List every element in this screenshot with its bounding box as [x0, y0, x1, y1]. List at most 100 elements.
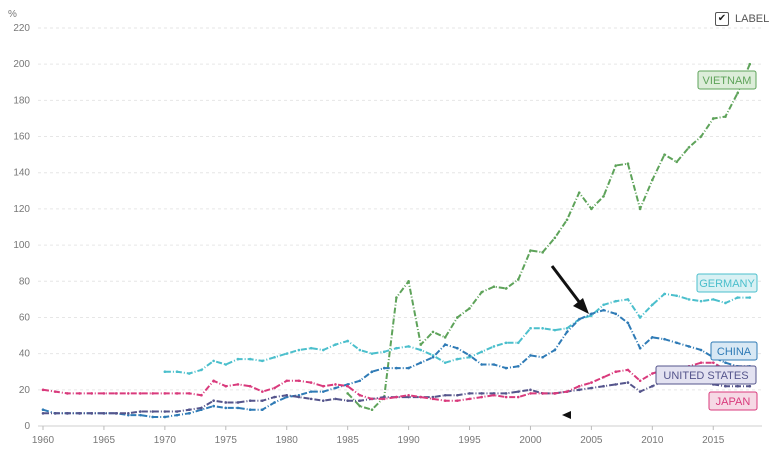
checkbox-icon[interactable]: ✔ — [715, 12, 729, 26]
data-point — [382, 395, 386, 399]
data-point — [321, 399, 325, 402]
data-point — [41, 412, 45, 415]
data-point — [590, 312, 593, 316]
data-point — [443, 336, 447, 339]
data-point — [577, 191, 581, 194]
data-point — [468, 397, 471, 401]
data-point — [504, 341, 508, 345]
data-point — [358, 348, 362, 352]
data-point — [541, 355, 544, 359]
series-label-box — [710, 341, 758, 361]
data-point — [187, 372, 191, 375]
y-tick-label: 80 — [19, 276, 31, 287]
data-point — [529, 388, 532, 392]
data-point — [346, 392, 349, 395]
data-point — [139, 410, 142, 413]
data-point — [78, 412, 81, 415]
x-tick-label: 2010 — [641, 435, 664, 446]
data-point — [602, 303, 605, 307]
series-germany — [163, 292, 752, 375]
data-point — [346, 384, 349, 388]
data-point — [736, 91, 739, 95]
data-point — [102, 412, 106, 415]
data-point — [626, 381, 630, 384]
data-point — [456, 316, 459, 319]
data-point — [53, 412, 57, 415]
data-point — [443, 393, 447, 397]
data-point — [163, 392, 167, 395]
data-point — [614, 164, 618, 167]
data-point — [200, 393, 203, 397]
left-arrow-icon[interactable] — [562, 411, 571, 419]
data-point — [431, 355, 435, 359]
data-point — [443, 361, 447, 364]
mouse-cursor — [550, 265, 589, 314]
data-point — [163, 415, 167, 419]
data-point — [200, 368, 203, 372]
data-point — [395, 346, 398, 350]
data-point — [492, 392, 496, 395]
data-point — [541, 327, 544, 330]
data-point — [492, 285, 496, 289]
data-point — [711, 361, 715, 364]
cursor-arrow-head — [573, 298, 589, 314]
data-point — [285, 393, 289, 397]
data-point — [602, 384, 605, 388]
data-point — [248, 408, 252, 412]
data-point — [212, 399, 215, 402]
x-tick-label: 2005 — [580, 435, 603, 446]
x-tick-label: 1970 — [154, 435, 177, 446]
label-toggle[interactable]: ✔ LABEL — [715, 12, 769, 26]
data-point — [553, 392, 557, 395]
data-point — [224, 384, 228, 388]
data-point — [468, 307, 471, 310]
y-tick-label: 40 — [19, 349, 31, 360]
x-axis: 1960 1965 1970 1975 1980 1985 1990 1995 2000 2005… — [32, 426, 725, 446]
data-point — [309, 390, 313, 393]
data-point — [224, 406, 228, 410]
data-point — [480, 363, 484, 366]
data-point — [407, 279, 410, 283]
data-point — [419, 361, 423, 364]
data-point — [297, 393, 301, 397]
data-point — [236, 401, 240, 404]
data-point — [139, 413, 142, 417]
data-point — [480, 395, 484, 399]
series-label-text: CHINA — [717, 346, 752, 358]
data-point — [687, 298, 691, 301]
data-point — [663, 292, 666, 296]
data-point — [516, 395, 520, 399]
data-point — [273, 386, 276, 390]
label-toggle-text: LABEL — [735, 13, 770, 25]
data-point — [602, 194, 605, 198]
data-point — [175, 413, 179, 417]
data-point — [321, 384, 325, 388]
data-point — [638, 346, 642, 350]
x-tick-label: 1995 — [458, 435, 481, 446]
series-label: UNITED STATES — [655, 365, 757, 385]
data-point — [638, 316, 642, 319]
data-point — [541, 392, 544, 395]
data-point — [102, 392, 106, 395]
data-point — [382, 397, 386, 401]
data-point — [41, 388, 45, 392]
data-point — [529, 327, 532, 330]
data-point — [480, 290, 484, 294]
y-tick-label: 160 — [13, 132, 30, 143]
data-point — [431, 330, 435, 334]
series-label-text: GERMANY — [699, 278, 755, 290]
series-label-box — [697, 70, 757, 90]
data-point — [492, 393, 496, 397]
data-point — [724, 384, 727, 388]
data-point — [529, 354, 532, 357]
data-point — [261, 399, 264, 402]
data-point — [468, 355, 471, 359]
series-label-text: JAPAN — [716, 396, 751, 408]
series-label: JAPAN — [708, 391, 758, 411]
data-point — [638, 379, 642, 383]
data-point — [516, 390, 520, 393]
y-tick-label: 140 — [13, 168, 30, 179]
data-point — [419, 343, 423, 346]
data-point — [443, 399, 447, 402]
data-point — [748, 62, 752, 66]
